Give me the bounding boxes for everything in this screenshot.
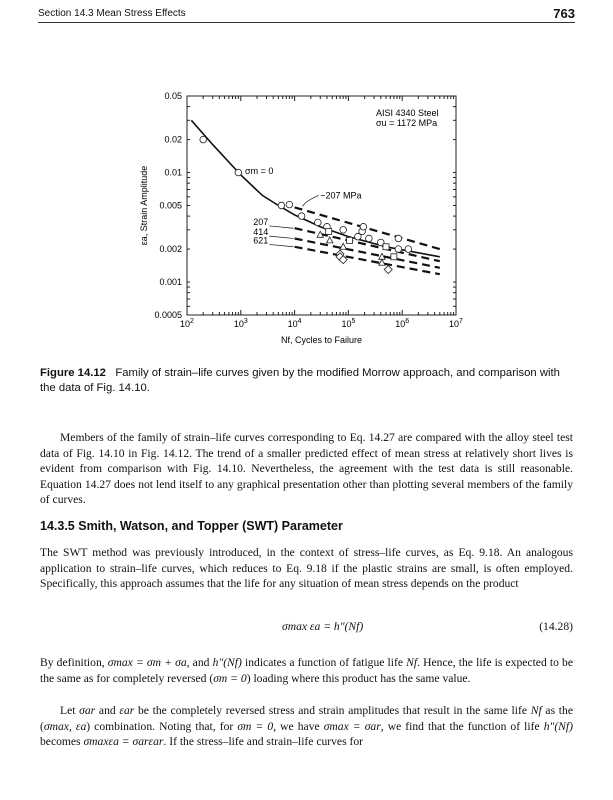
plot-frame <box>186 95 457 316</box>
data-point-circle <box>354 232 362 241</box>
text: . Hence, the life is expected to be the … <box>40 656 573 685</box>
text: ) combination. Noting that, for <box>86 719 238 733</box>
y-tick-label: 0.002 <box>159 244 182 254</box>
strain-life-chart: 102 103 104 105 106 107 0.05 0.02 0.01 0.005 0.002… <box>139 91 463 345</box>
y-tick-label: 0.01 <box>164 168 182 178</box>
x-tick-label: 107 <box>449 318 463 329</box>
math: Nf <box>530 704 542 717</box>
data-point-circle <box>359 223 368 231</box>
section-heading: 14.3.5 Smith, Watson, and Topper (SWT) P… <box>40 519 343 533</box>
text: ) loading where this product has the sam… <box>246 671 471 685</box>
data-point-circle <box>234 168 243 177</box>
paragraph-4: Let σar and εar be the completely revers… <box>40 703 573 750</box>
math: σmaxεa = σarεar <box>83 735 164 749</box>
math: σm = 0 <box>213 671 247 685</box>
text: . If the stress–life and strain–life cur… <box>163 735 364 749</box>
curve-0 <box>190 119 440 258</box>
y-tick-label: 0.005 <box>159 201 182 211</box>
data-point-square <box>382 243 390 251</box>
curve-4 <box>294 245 441 276</box>
text: indicates a function of fatigue life <box>241 656 407 669</box>
data-point-square <box>346 237 353 244</box>
x-tick-label: 104 <box>288 318 302 329</box>
data-point-circle <box>297 212 306 220</box>
x-tick-label: 105 <box>341 318 355 329</box>
data-point-circle <box>365 234 373 243</box>
y-axis-label: εa, Strain Amplitude <box>139 166 149 246</box>
math: σmax = σar <box>323 719 381 733</box>
equation-number: (14.28) <box>539 620 573 633</box>
leader-line <box>269 244 294 248</box>
text: as the ( <box>40 704 573 733</box>
equation-formula: σmax εa = h″(Nf) <box>282 620 364 633</box>
text: By definition, <box>40 656 108 669</box>
leader-line <box>302 195 319 207</box>
curve-2 <box>294 227 441 263</box>
running-header: Section 14.3 Mean Stress Effects 763 <box>38 6 575 23</box>
text: , we find that the function of life <box>380 719 544 733</box>
math: Nf <box>406 656 418 669</box>
section-title: Section 14.3 Mean Stress Effects <box>38 8 186 19</box>
data-point-circle <box>339 226 347 234</box>
math: εar <box>119 704 135 717</box>
text: becomes <box>40 735 84 749</box>
text: , and <box>186 656 213 669</box>
x-tick-label: 102 <box>180 318 194 329</box>
caption-text: Family of strain–life curves given by th… <box>40 367 560 394</box>
data-point-triangle <box>339 242 348 250</box>
paragraph-3: By definition, σmax = σm + σa, and h″(Nf… <box>40 655 573 686</box>
math: σmax, εa <box>43 719 87 733</box>
math: σar <box>79 704 96 717</box>
page-number: 763 <box>553 6 575 21</box>
x-tick-label: 103 <box>234 318 248 329</box>
figure-label: Figure 14.12 <box>40 367 106 379</box>
data-point-circle <box>377 238 385 247</box>
curve-label: 207 <box>253 217 268 227</box>
data-point-triangle <box>378 258 386 266</box>
curve-1 <box>294 206 441 251</box>
math: σm = 0 <box>237 719 274 733</box>
data-point-circle <box>277 201 286 210</box>
data-point-square <box>390 253 398 261</box>
math: h″(Nf) <box>212 656 242 669</box>
y-tick-label: 0.001 <box>159 277 182 287</box>
data-point-square <box>325 228 333 235</box>
curve-label: 414 <box>253 227 268 237</box>
leader-line <box>269 235 294 239</box>
leader-line <box>269 225 294 229</box>
data-point-diamond <box>338 255 348 265</box>
curve-label-sm0: σm = 0 <box>245 166 273 176</box>
text: , we have <box>273 719 324 733</box>
data-point-circle <box>404 245 413 253</box>
math: σmax = σm + σa <box>107 656 187 669</box>
data-point-circle <box>394 234 403 243</box>
text: and <box>95 704 120 717</box>
y-tick-label: 0.0005 <box>154 310 182 320</box>
data-point-diamond <box>383 264 393 275</box>
text: Let <box>60 704 80 717</box>
data-point-circle <box>285 200 294 209</box>
curve-label: 621 <box>253 236 268 246</box>
x-tick-label: 106 <box>395 318 409 329</box>
material-annotation: AISI 4340 Steel <box>376 108 439 118</box>
math: h″(Nf) <box>543 719 573 733</box>
data-point-circle <box>314 218 322 227</box>
data-point-circle <box>394 245 403 253</box>
y-tick-label: 0.02 <box>164 135 182 145</box>
curve-label-m207: −207 MPa <box>320 190 361 200</box>
data-point-triangle <box>325 236 334 244</box>
curve-3 <box>294 237 441 269</box>
x-axis-label: Nf, Cycles to Failure <box>281 335 362 345</box>
strength-annotation: σu = 1172 MPa <box>376 118 437 128</box>
paragraph-2: The SWT method was previously introduced… <box>40 546 573 591</box>
paragraph-1: Members of the family of strain–life cur… <box>40 431 573 507</box>
data-point-triangle <box>316 230 325 238</box>
data-point-circle <box>199 135 207 144</box>
y-tick-label: 0.05 <box>164 91 182 101</box>
figure-caption: Figure 14.12 Family of strain–life curve… <box>40 366 560 396</box>
text: be the completely reversed stress and st… <box>134 704 531 717</box>
